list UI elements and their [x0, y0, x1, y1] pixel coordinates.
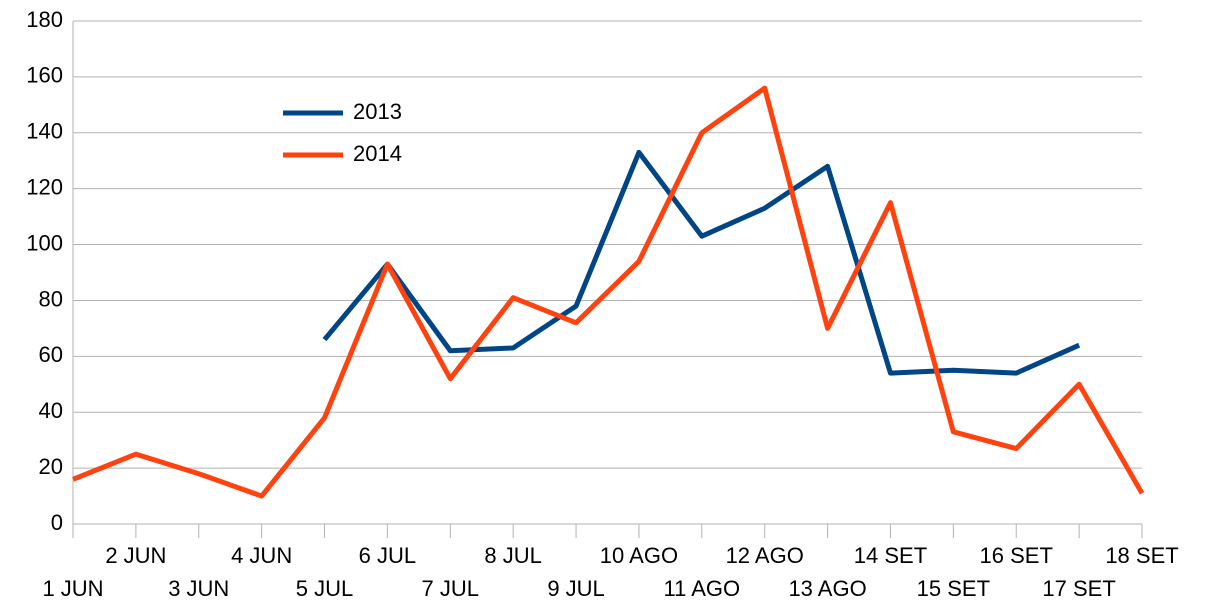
- x-tick-label: 3 JUN: [168, 576, 229, 601]
- x-tick-label: 1 JUN: [42, 576, 103, 601]
- y-tick-label: 20: [39, 454, 63, 479]
- x-tick-label: 4 JUN: [231, 543, 292, 568]
- x-tick-label: 12 AGO: [726, 543, 804, 568]
- y-tick-label: 80: [39, 286, 63, 311]
- legend-label: 2013: [353, 99, 402, 124]
- y-tick-label: 120: [26, 174, 63, 199]
- y-tick-label: 40: [39, 398, 63, 423]
- x-tick-label: 10 AGO: [600, 543, 678, 568]
- y-tick-label: 60: [39, 342, 63, 367]
- x-tick-label: 5 JUL: [296, 576, 353, 601]
- x-tick-label: 15 SET: [917, 576, 990, 601]
- y-tick-label: 100: [26, 230, 63, 255]
- y-tick-label: 0: [51, 510, 63, 535]
- x-tick-label: 18 SET: [1105, 543, 1178, 568]
- series-line: [322, 149, 1081, 376]
- legend-label: 2014: [353, 141, 402, 166]
- x-tick-label: 16 SET: [980, 543, 1053, 568]
- y-tick-label: 180: [26, 7, 63, 32]
- x-tick-label: 6 JUL: [359, 543, 416, 568]
- x-tick-label: 8 JUL: [484, 543, 541, 568]
- x-tick-label: 14 SET: [854, 543, 927, 568]
- y-tick-label: 160: [26, 63, 63, 88]
- x-tick-label: 11 AGO: [664, 576, 741, 601]
- y-tick-label: 140: [26, 119, 63, 144]
- x-tick-label: 7 JUL: [422, 576, 479, 601]
- series-line: [72, 85, 1145, 499]
- x-tick-label: 2 JUN: [105, 543, 166, 568]
- x-tick-label: 13 AGO: [788, 576, 866, 601]
- x-tick-label: 9 JUL: [547, 576, 604, 601]
- x-tick-label: 17 SET: [1042, 576, 1115, 601]
